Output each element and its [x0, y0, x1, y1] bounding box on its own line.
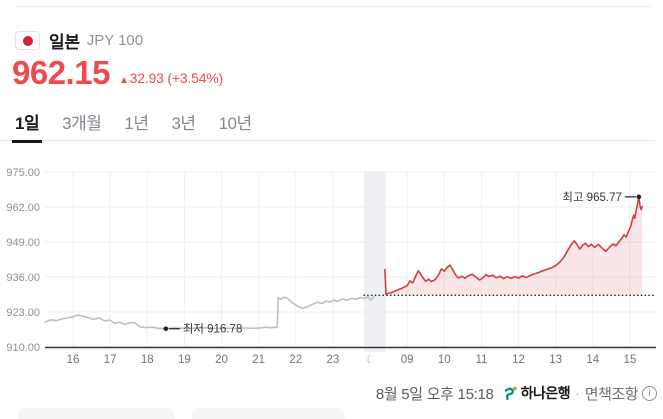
- japan-flag-icon: [15, 31, 40, 50]
- period-tabs: 1일 3개월 1년 3년 10년: [0, 111, 655, 143]
- svg-text:13: 13: [549, 354, 562, 366]
- svg-text:20: 20: [215, 354, 228, 366]
- svg-text:☾: ☾: [365, 354, 374, 366]
- rate-change: ▲32.93 (+3.54%): [119, 70, 223, 86]
- chart-svg[interactable]: 975.00 962.00 949.00 936.00 923.00 910.00 16 17…: [0, 160, 663, 378]
- tab-1day[interactable]: 1일: [11, 111, 43, 143]
- svg-text:949.00: 949.00: [6, 237, 40, 249]
- info-icon[interactable]: i: [642, 385, 657, 401]
- hana-bank-name: 하나은행: [520, 385, 571, 401]
- price-row: 962.15 ▲32.93 (+3.54%): [12, 55, 223, 91]
- intraday-chart[interactable]: 975.00 962.00 949.00 936.00 923.00 910.00 16 17…: [0, 160, 663, 378]
- footer-separator: ·: [575, 385, 580, 401]
- svg-text:10: 10: [438, 354, 451, 366]
- hana-bank-logo: 하나은행: [502, 383, 571, 403]
- svg-text:23: 23: [327, 354, 340, 366]
- tab-3years[interactable]: 3년: [171, 114, 196, 133]
- quote-timestamp: 8월 5일 오후 15:18: [375, 385, 494, 403]
- tab-10years[interactable]: 10년: [218, 114, 253, 133]
- currency-header: 일본 JPY 100: [15, 28, 143, 53]
- country-name: 일본: [49, 33, 80, 52]
- chart-footer: 8월 5일 오후 15:18 하나은행 · 면책조항 i: [376, 382, 657, 404]
- change-amount: 32.93: [129, 70, 164, 86]
- svg-text:936.00: 936.00: [6, 272, 40, 284]
- svg-text:21: 21: [252, 354, 265, 366]
- top-divider: [14, 6, 651, 7]
- svg-text:975.00: 975.00: [6, 167, 40, 179]
- svg-text:18: 18: [141, 354, 154, 366]
- svg-text:923.00: 923.00: [6, 307, 40, 319]
- svg-text:14: 14: [586, 354, 599, 366]
- svg-text:09: 09: [401, 354, 414, 366]
- svg-text:19: 19: [178, 354, 191, 366]
- current-rate: 962.15: [12, 54, 110, 91]
- svg-text:12: 12: [512, 354, 525, 366]
- disclaimer-link[interactable]: 면책조항: [584, 385, 639, 403]
- svg-text:11: 11: [475, 354, 487, 366]
- tab-1year[interactable]: 1년: [124, 114, 149, 133]
- svg-text:22: 22: [289, 354, 302, 366]
- svg-text:15: 15: [624, 354, 637, 366]
- tab-3months[interactable]: 3개월: [62, 114, 102, 133]
- svg-text:최저 916.78: 최저 916.78: [183, 323, 243, 336]
- up-arrow-icon: ▲: [118, 75, 129, 86]
- svg-text:16: 16: [67, 354, 80, 366]
- change-percent: (+3.54%): [167, 70, 223, 86]
- svg-text:최고 965.77: 최고 965.77: [562, 191, 622, 204]
- svg-text:17: 17: [104, 354, 117, 366]
- bottom-pill-left[interactable]: [18, 408, 175, 419]
- currency-unit: JPY 100: [86, 32, 144, 49]
- svg-text:910.00: 910.00: [6, 342, 40, 354]
- bottom-pill-right[interactable]: [192, 408, 345, 419]
- hana-bank-logo-icon: [504, 386, 517, 400]
- svg-text:962.00: 962.00: [6, 202, 40, 214]
